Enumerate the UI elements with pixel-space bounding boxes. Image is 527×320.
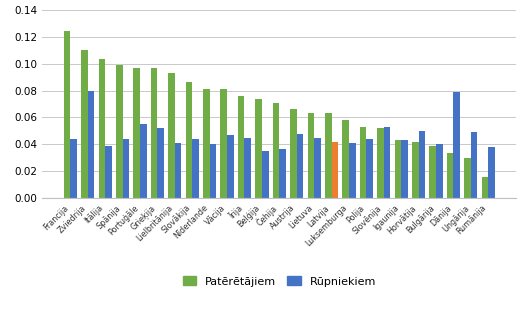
Bar	[168, 73, 175, 198]
Bar	[81, 50, 88, 198]
Bar	[430, 146, 436, 198]
Bar	[377, 128, 384, 198]
Bar	[384, 127, 391, 198]
Bar	[140, 124, 147, 198]
Bar	[412, 142, 418, 198]
Bar	[279, 148, 286, 198]
Bar	[308, 113, 314, 198]
Bar	[464, 158, 471, 198]
Bar	[297, 134, 304, 198]
Bar	[349, 143, 356, 198]
Bar	[99, 60, 105, 198]
Bar	[210, 144, 216, 198]
Bar	[64, 31, 70, 198]
Bar	[133, 68, 140, 198]
Bar	[88, 91, 94, 198]
Bar	[436, 144, 443, 198]
Bar	[186, 83, 192, 198]
Bar	[105, 146, 112, 198]
Bar	[401, 140, 408, 198]
Bar	[447, 153, 453, 198]
Bar	[331, 142, 338, 198]
Bar	[418, 131, 425, 198]
Bar	[395, 140, 401, 198]
Bar	[325, 113, 331, 198]
Bar	[151, 68, 158, 198]
Bar	[238, 96, 245, 198]
Bar	[116, 65, 123, 198]
Bar	[482, 177, 489, 198]
Bar	[360, 127, 366, 198]
Bar	[203, 89, 210, 198]
Bar	[70, 139, 77, 198]
Bar	[314, 138, 321, 198]
Bar	[290, 109, 297, 198]
Bar	[262, 151, 269, 198]
Legend: Patērētājiem, Rūpniekiem: Patērētājiem, Rūpniekiem	[178, 272, 380, 291]
Bar	[123, 139, 129, 198]
Bar	[220, 89, 227, 198]
Bar	[471, 132, 477, 198]
Bar	[272, 103, 279, 198]
Bar	[366, 139, 373, 198]
Bar	[453, 92, 460, 198]
Bar	[489, 147, 495, 198]
Bar	[158, 128, 164, 198]
Bar	[343, 120, 349, 198]
Bar	[255, 99, 262, 198]
Bar	[227, 135, 233, 198]
Bar	[245, 138, 251, 198]
Bar	[175, 143, 181, 198]
Bar	[192, 139, 199, 198]
